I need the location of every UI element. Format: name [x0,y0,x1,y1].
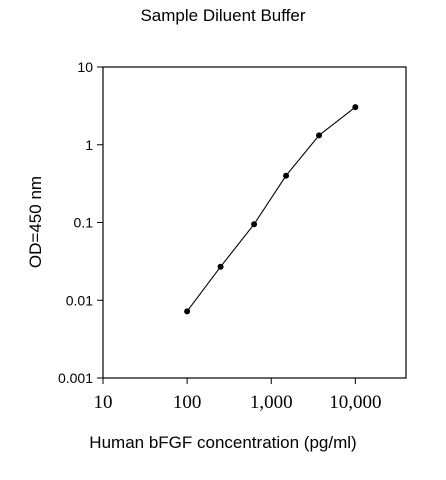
x-tick-label: 100 [173,392,202,413]
y-tick-label: 0.1 [74,215,94,231]
y-tick-label: 0.01 [66,292,93,308]
data-point [352,104,359,111]
data-point [217,263,224,270]
y-tick-label: 0.001 [58,370,93,386]
data-point [184,308,191,315]
y-tick-label: 1 [85,137,93,153]
x-axis-label: Human bFGF concentration (pg/ml) [89,433,357,452]
x-tick-label: 10,000 [329,392,381,413]
series-line [186,106,356,312]
chart-title: Sample Diluent Buffer [140,6,306,25]
data-point [283,172,290,179]
x-tick-label: 1,000 [250,392,293,413]
y-tick-label: 10 [77,59,93,75]
data-point [316,132,323,139]
x-tick-label: 10 [94,392,113,413]
data-point [251,221,258,228]
